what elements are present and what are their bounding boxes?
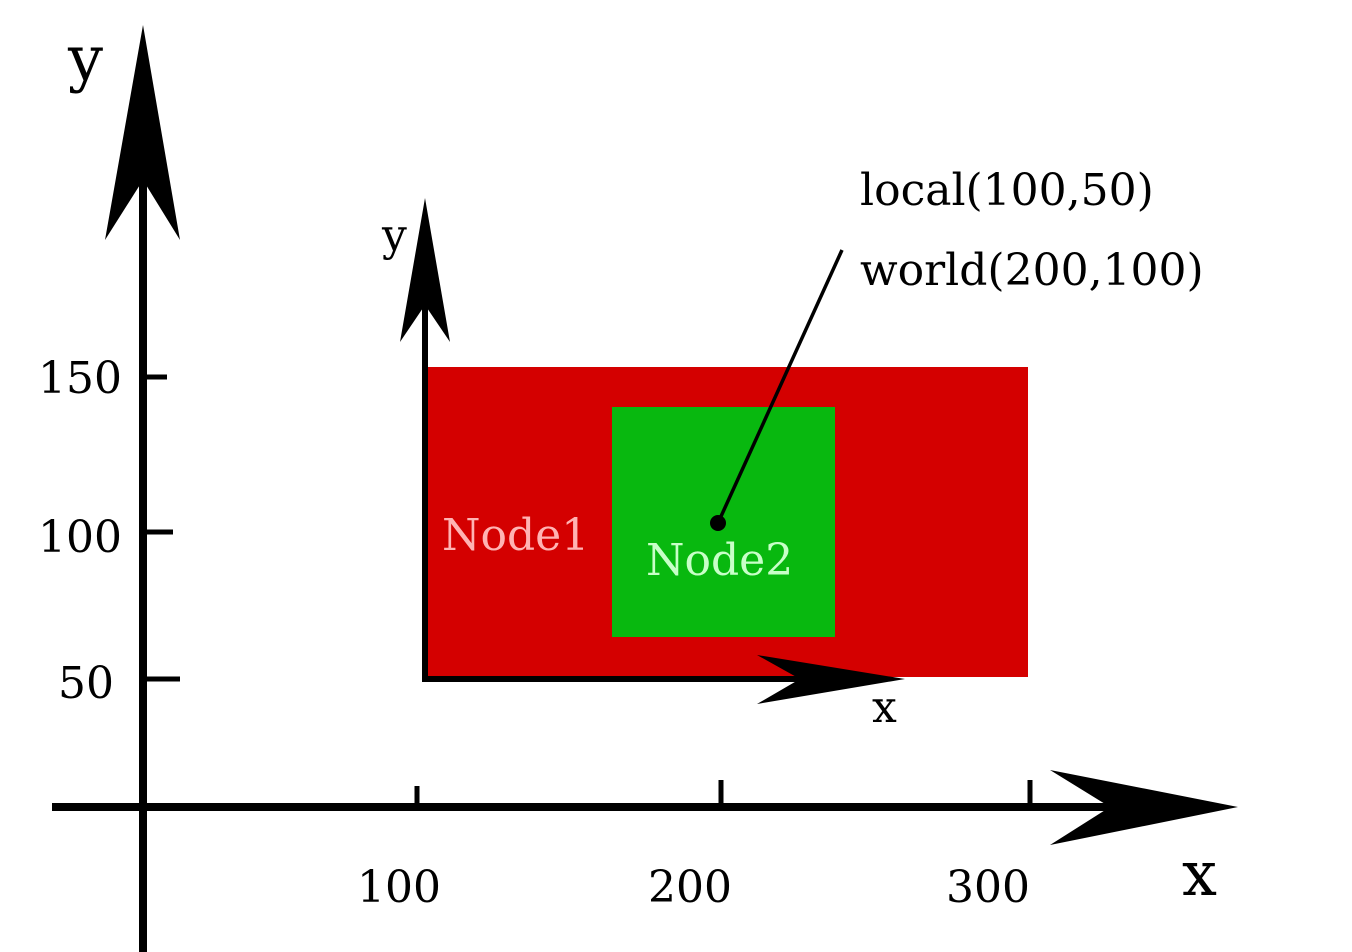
node2-label: Node2 [646, 535, 793, 586]
world-y-tick-label-100: 100 [38, 512, 122, 563]
world-y-label: y [67, 22, 103, 95]
world-y-arrowhead [105, 25, 180, 240]
local-x-label: x [872, 682, 897, 733]
world-x-tick-label-300: 300 [946, 862, 1030, 913]
world-x-tick-label-200: 200 [648, 862, 732, 913]
world-x-tick-label-100: 100 [357, 862, 441, 913]
world-x-arrowhead [1050, 770, 1238, 845]
world-x-label: x [1182, 837, 1217, 910]
world-y-tick-label-150: 150 [38, 353, 122, 404]
local-x-arrowhead [757, 655, 905, 704]
callout-pointer-line [716, 249, 844, 524]
local-y-label: y [381, 210, 407, 261]
callout-world-text: world(200,100) [860, 245, 1204, 296]
local-y-arrowhead [400, 198, 450, 342]
world-y-tick-label-50: 50 [58, 658, 114, 709]
node1-label: Node1 [442, 510, 589, 561]
callout-local-text: local(100,50) [860, 165, 1154, 216]
callout-point [710, 515, 726, 531]
